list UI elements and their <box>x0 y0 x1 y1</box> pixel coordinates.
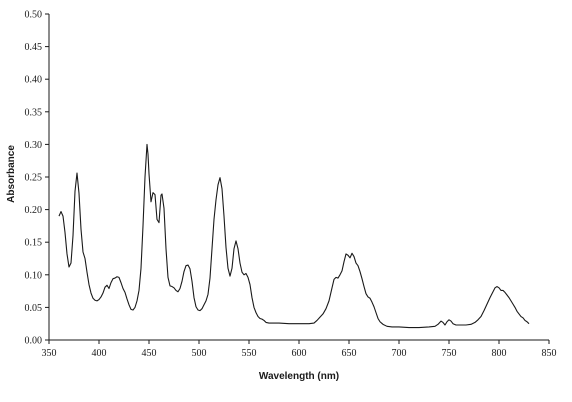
y-tick-label: 0.50 <box>25 10 43 21</box>
axes: 350 400 450 500 550 600 650 700 750 800 850 0.00 0.0… <box>25 10 557 360</box>
x-tick-label: 650 <box>342 348 357 359</box>
y-tick-label: 0.35 <box>25 107 43 118</box>
x-tick-label: 450 <box>142 348 157 359</box>
plot-area <box>58 143 530 329</box>
y-tick-label: 0.05 <box>25 303 43 314</box>
x-axis-title: Wavelength (nm) <box>259 371 339 382</box>
y-tick-label: 0.20 <box>25 205 43 216</box>
y-tick-label: 0.40 <box>25 75 43 86</box>
x-tick-label: 500 <box>192 348 207 359</box>
x-tick-label: 700 <box>392 348 407 359</box>
y-tick-label: 0.25 <box>25 173 43 184</box>
y-tick-label: 0.15 <box>25 238 43 249</box>
y-tick-label: 0.45 <box>25 42 43 53</box>
y-tick-label: 0.00 <box>25 336 43 347</box>
absorbance-series-line <box>58 143 530 329</box>
x-tick-label: 400 <box>92 348 107 359</box>
y-tick-label: 0.10 <box>25 270 43 281</box>
y-tick-label: 0.30 <box>25 140 43 151</box>
x-tick-label: 800 <box>492 348 507 359</box>
x-tick-label: 750 <box>442 348 457 359</box>
y-axis-title: Absorbance <box>6 145 17 203</box>
x-tick-label: 850 <box>542 348 557 359</box>
x-tick-label: 350 <box>42 348 57 359</box>
x-tick-label: 600 <box>292 348 307 359</box>
x-tick-label: 550 <box>242 348 257 359</box>
